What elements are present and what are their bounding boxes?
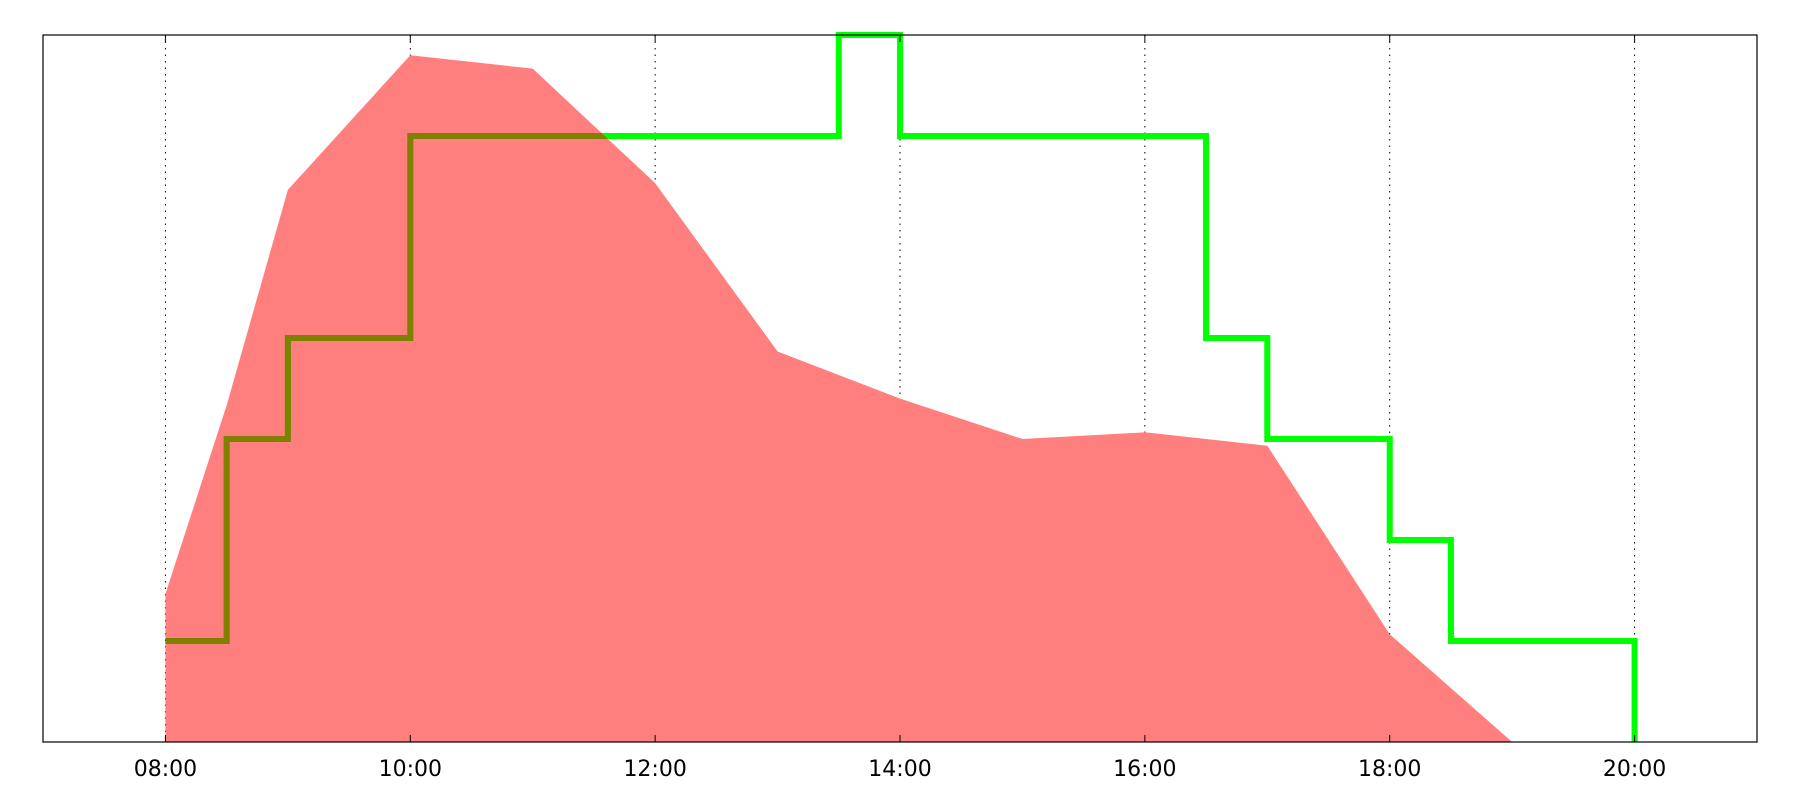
x-tick-label: 20:00 [1603,757,1666,782]
x-tick-label: 12:00 [623,757,686,782]
area-series-fill [165,55,1513,742]
x-tick-label: 16:00 [1113,757,1176,782]
x-tick-label: 10:00 [379,757,442,782]
area-series [165,55,1513,743]
x-axis-ticks: 08:00 10:00 12:00 14:00 16:00 18:00 20:00 [134,35,1666,782]
x-tick-label: 18:00 [1358,757,1421,782]
x-tick-label: 14:00 [868,757,931,782]
x-tick-label: 08:00 [134,757,197,782]
